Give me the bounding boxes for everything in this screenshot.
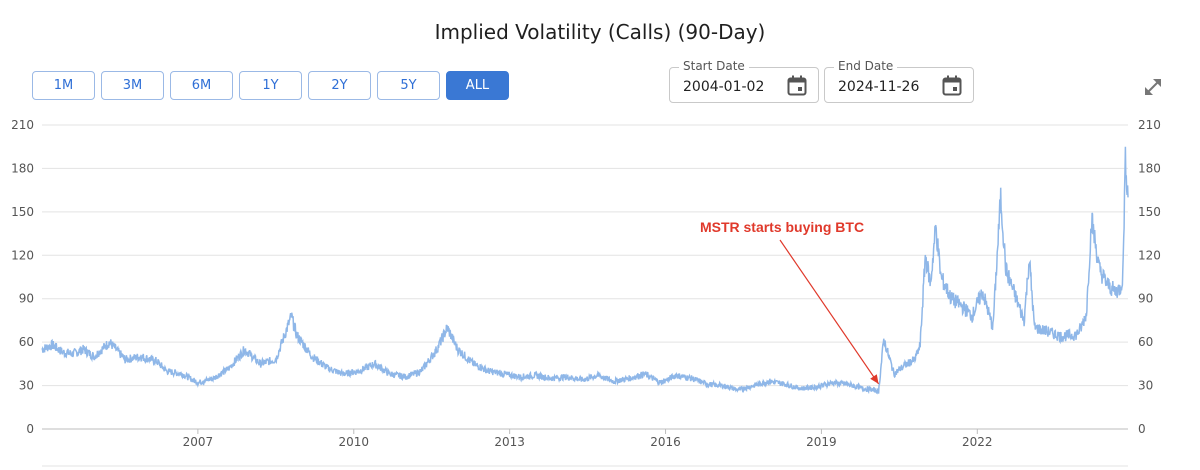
y-tick-label-left: 0 (26, 422, 34, 436)
y-tick-label-right: 210 (1138, 118, 1161, 132)
annotation-arrow-line (779, 239, 880, 385)
annotation: MSTR starts buying BTC (700, 219, 880, 385)
start-date-field[interactable]: Start Date 2004-01-02 (669, 59, 819, 103)
calendar-icon[interactable] (787, 75, 807, 96)
start-date-value[interactable]: 2004-01-02 (683, 79, 765, 95)
range-5y-button[interactable]: 5Y (377, 71, 440, 100)
x-tick-label: 2022 (962, 435, 993, 449)
series-line-implied-volatility (41, 146, 1129, 395)
y-tick-label-right: 120 (1138, 248, 1161, 262)
y-tick-label-right: 180 (1138, 161, 1161, 175)
gridlines (42, 124, 1128, 430)
y-tick-label-left: 60 (19, 335, 34, 349)
range-1y-button[interactable]: 1Y (239, 71, 302, 100)
calendar-icon[interactable] (942, 75, 962, 96)
annotation-arrowhead (870, 374, 879, 384)
range-button-group: 1M 3M 6M 1Y 2Y 5Y ALL (32, 71, 509, 100)
x-tick-label: 2007 (183, 435, 214, 449)
range-3m-button[interactable]: 3M (101, 71, 164, 100)
y-tick-label-right: 150 (1138, 205, 1161, 219)
x-axis: 2007 2010 2013 2016 2019 2022 (42, 429, 1128, 467)
x-tick-label: 2013 (494, 435, 525, 449)
chart-title: Implied Volatility (Calls) (90-Day) (434, 20, 766, 44)
x-tick-label: 2016 (650, 435, 681, 449)
y-axis-left: 0 30 60 90 120 150 180 210 (11, 118, 34, 436)
range-2y-button[interactable]: 2Y (308, 71, 371, 100)
range-1m-button[interactable]: 1M (32, 71, 95, 100)
x-tick-label: 2010 (338, 435, 369, 449)
y-tick-label-left: 120 (11, 248, 34, 262)
start-date-label: Start Date (679, 59, 749, 73)
y-tick-label-left: 180 (11, 161, 34, 175)
y-tick-label-left: 30 (19, 379, 34, 393)
expand-icon[interactable] (1141, 75, 1165, 99)
y-tick-label-left: 90 (19, 292, 34, 306)
y-tick-label-right: 90 (1138, 292, 1153, 306)
x-tick-label: 2019 (806, 435, 837, 449)
annotation-label: MSTR starts buying BTC (700, 219, 864, 235)
end-date-value[interactable]: 2024-11-26 (838, 79, 920, 95)
end-date-field[interactable]: End Date 2024-11-26 (824, 59, 974, 103)
y-tick-label-right: 60 (1138, 335, 1153, 349)
y-tick-label-right: 0 (1138, 422, 1146, 436)
range-6m-button[interactable]: 6M (170, 71, 233, 100)
end-date-label: End Date (834, 59, 898, 73)
y-tick-label-left: 210 (11, 118, 34, 132)
y-tick-label-left: 150 (11, 205, 34, 219)
y-axis-right: 0 30 60 90 120 150 180 210 (1138, 118, 1161, 436)
range-all-button[interactable]: ALL (446, 71, 509, 100)
y-tick-label-right: 30 (1138, 379, 1153, 393)
